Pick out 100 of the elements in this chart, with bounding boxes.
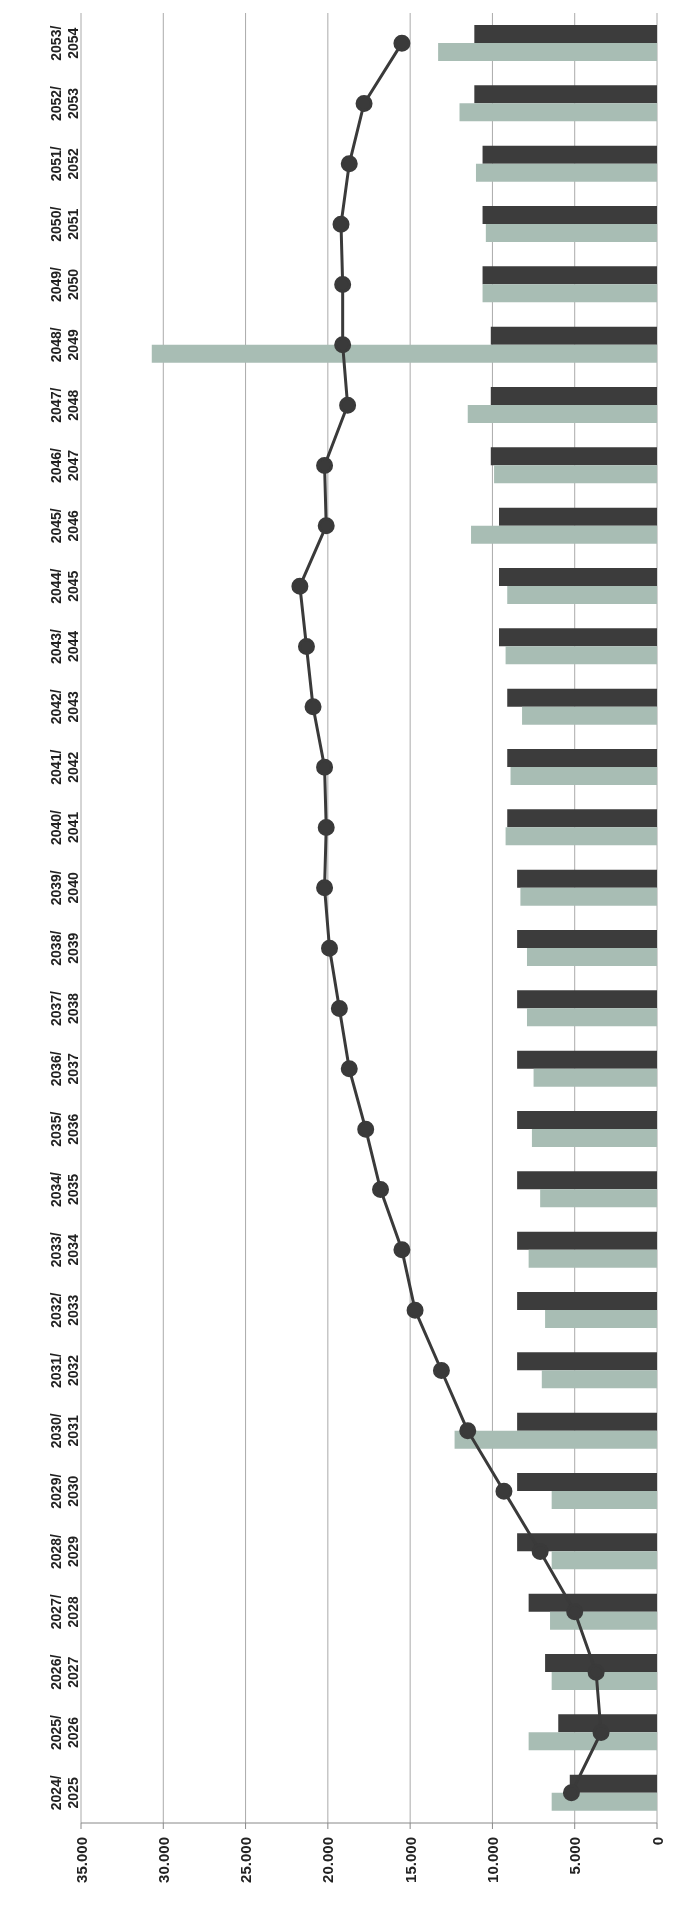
y-tick-label: 2031/ 2032	[48, 1352, 81, 1389]
point	[297, 638, 315, 655]
bar	[526, 948, 657, 966]
bar	[475, 163, 657, 182]
y-tick-label: 2030/ 2031	[48, 1413, 81, 1449]
y-tick-label: 2037/ 2038	[48, 990, 81, 1027]
y-tick-label: 2047/ 2048	[48, 387, 81, 423]
y-tick-label: 2040/ 2041	[48, 809, 81, 846]
bar	[507, 749, 657, 767]
bar	[474, 85, 657, 104]
bar	[517, 930, 657, 948]
point	[339, 396, 357, 414]
bar	[507, 586, 657, 604]
bar	[517, 1231, 657, 1250]
bar	[551, 1551, 657, 1570]
bar	[507, 688, 657, 707]
point	[340, 1060, 358, 1078]
y-tick-label: 2025/ 2026	[48, 1714, 81, 1751]
point	[495, 1482, 513, 1500]
bar	[490, 326, 657, 345]
y-tick-label: 2027/ 2028	[48, 1594, 81, 1630]
point	[317, 517, 335, 535]
point	[340, 155, 358, 173]
y-tick-label: 2045/ 2046	[48, 508, 81, 544]
y-tick-label: 2048/ 2049	[48, 327, 81, 363]
point	[372, 1181, 390, 1198]
bar	[485, 224, 657, 242]
point	[316, 879, 334, 897]
bar	[517, 1352, 657, 1371]
y-tick-label: 2034/ 2035	[48, 1171, 81, 1208]
bar	[454, 1430, 657, 1449]
x-tick-label: 5.000	[566, 1837, 584, 1875]
x-tick-label: 10.000	[483, 1837, 501, 1883]
y-tick-label: 2052/ 2053	[48, 85, 81, 122]
y-tick-label: 2032/ 2033	[48, 1292, 81, 1328]
point	[393, 34, 411, 52]
bar	[490, 447, 657, 466]
point	[355, 95, 373, 112]
bar	[505, 827, 657, 846]
bar	[499, 628, 657, 647]
y-tick-label: 2046/ 2047	[48, 447, 81, 484]
bar	[474, 25, 657, 43]
point	[334, 276, 352, 293]
bar	[531, 1129, 657, 1147]
bar	[533, 1068, 657, 1087]
x-tick-label: 0	[648, 1837, 666, 1846]
point	[334, 336, 352, 354]
bar	[520, 887, 657, 906]
bar	[467, 405, 657, 423]
bar	[522, 706, 657, 725]
point	[330, 1000, 348, 1017]
bar	[499, 568, 657, 586]
point	[562, 1784, 580, 1802]
bar	[510, 767, 657, 785]
bar	[494, 465, 657, 484]
bar	[528, 1732, 657, 1751]
y-tick-label: 2024/ 2025	[48, 1775, 81, 1811]
bar	[551, 1792, 657, 1811]
y-tick-label: 2035/ 2036	[48, 1111, 81, 1147]
bar	[471, 525, 657, 544]
y-tick-label: 2051/ 2052	[48, 146, 81, 182]
bar	[517, 1050, 657, 1069]
bar	[151, 344, 657, 363]
bar	[551, 1672, 657, 1690]
y-tick-label: 2041/ 2042	[48, 749, 81, 785]
bar	[517, 869, 657, 888]
bar	[528, 1249, 657, 1268]
bar	[438, 43, 657, 61]
x-tick-label: 35.000	[72, 1837, 90, 1883]
bar	[540, 1189, 657, 1208]
point	[357, 1120, 375, 1138]
y-tick-label: 2049/ 2050	[48, 266, 81, 303]
point	[459, 1422, 477, 1440]
x-tick-label: 15.000	[401, 1837, 419, 1883]
point	[316, 758, 334, 776]
point	[432, 1362, 450, 1379]
bar	[550, 1611, 657, 1630]
y-tick-label: 2050/ 2051	[48, 206, 81, 242]
bar	[517, 1292, 657, 1310]
bar	[482, 284, 657, 303]
x-tick-label: 20.000	[319, 1837, 337, 1883]
y-tick-label: 2039/ 2040	[48, 870, 81, 906]
bar	[490, 387, 657, 405]
y-tick-label: 2033/ 2034	[48, 1232, 81, 1268]
point	[406, 1301, 424, 1319]
y-tick-label: 2029/ 2030	[48, 1473, 81, 1509]
point	[316, 457, 334, 474]
point	[291, 577, 309, 595]
bar	[482, 145, 657, 164]
bar	[517, 1473, 657, 1491]
bar	[499, 507, 657, 526]
point	[304, 698, 322, 716]
y-tick-label: 2043/ 2044	[48, 628, 81, 665]
bar	[517, 1111, 657, 1129]
y-tick-label: 2036/ 2037	[48, 1051, 81, 1087]
bar	[459, 103, 657, 122]
y-tick-label: 2044/ 2045	[48, 568, 81, 604]
bar	[526, 1008, 657, 1027]
y-tick-label: 2042/ 2043	[48, 689, 81, 725]
bar	[541, 1370, 657, 1389]
